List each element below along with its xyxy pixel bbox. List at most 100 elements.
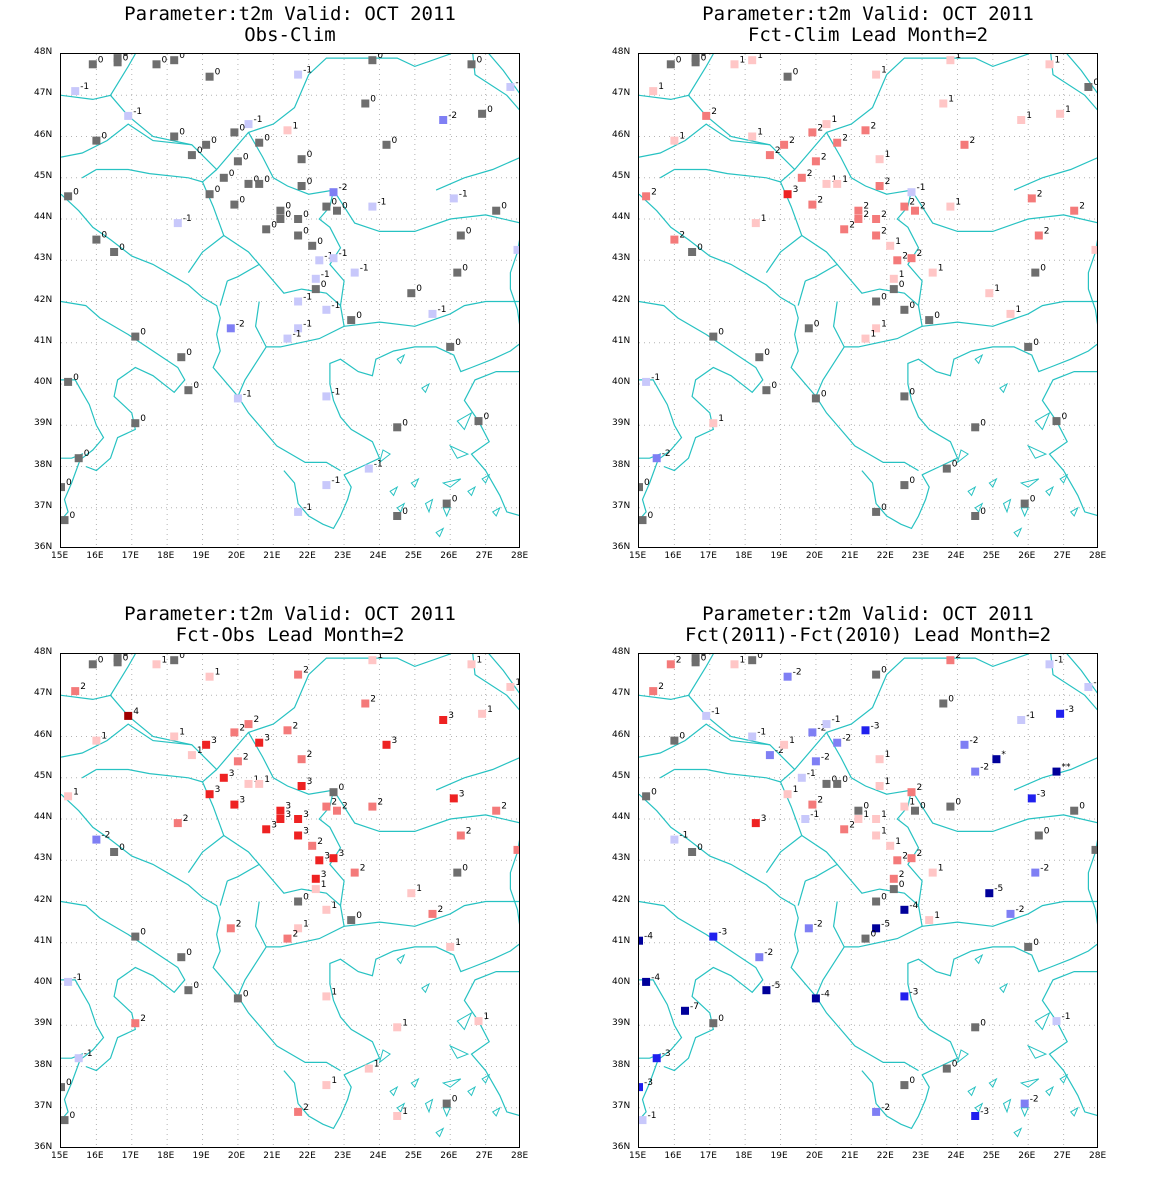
island-outline	[456, 1011, 473, 1031]
coastline-border	[832, 864, 923, 948]
station-marker	[322, 1081, 331, 1090]
station-marker	[71, 687, 80, 696]
station-value-label: 1	[264, 775, 270, 785]
y-tick-label: 43N	[34, 253, 53, 264]
station-marker	[322, 905, 331, 914]
station-marker	[322, 202, 331, 211]
x-tick-label: 24E	[369, 551, 387, 561]
station-marker	[92, 736, 101, 745]
island-outline	[396, 353, 406, 365]
station-marker	[861, 334, 870, 343]
x-tick-label: 20E	[805, 551, 824, 561]
station-marker	[276, 806, 285, 815]
station-marker	[1027, 194, 1036, 203]
station-value-label: 0	[648, 511, 654, 521]
x-tick-label: 15E	[51, 551, 69, 561]
station-value-label: -1	[917, 183, 926, 193]
y-tick-label: 37N	[612, 500, 631, 511]
station-marker	[783, 72, 792, 81]
station-value-label: 0	[871, 930, 877, 940]
station-marker	[428, 309, 437, 318]
y-tick-label: 41N	[34, 335, 53, 346]
station-marker	[439, 116, 448, 124]
y-tick-label: 43N	[34, 853, 53, 864]
station-value-label: 2	[1037, 189, 1043, 199]
station-value-label: 1	[718, 414, 724, 424]
y-tick-label: 39N	[612, 1018, 631, 1029]
station-marker	[230, 200, 239, 209]
station-value-label: 1	[293, 121, 299, 131]
x-tick-label: 17E	[121, 551, 139, 561]
station-value-label: 0	[793, 68, 799, 78]
station-marker	[822, 120, 831, 129]
station-value-label: 0	[303, 210, 309, 220]
station-value-label: 0	[980, 418, 986, 428]
station-value-label: 0	[881, 893, 887, 903]
station-marker	[755, 953, 764, 962]
station-marker	[244, 779, 253, 788]
y-tick-label: 48N	[34, 647, 53, 657]
station-value-label: 1	[487, 705, 493, 715]
station-value-label: 1	[934, 911, 940, 921]
station-value-label: 1	[881, 66, 887, 76]
station-marker	[872, 831, 881, 840]
station-value-label: 0	[370, 95, 376, 105]
coastline-border	[639, 900, 764, 1072]
x-tick-label: 18E	[157, 551, 175, 561]
station-marker	[709, 419, 718, 428]
station-marker	[928, 868, 937, 877]
station-value-label: 0	[814, 319, 820, 329]
station-value-label: -1	[679, 831, 688, 841]
station-value-label: -1	[80, 82, 89, 92]
station-marker	[322, 992, 331, 1001]
station-marker	[294, 70, 303, 79]
x-tick-label: 24E	[947, 1151, 965, 1161]
station-value-label: 1	[1065, 105, 1071, 115]
station-marker	[872, 670, 881, 679]
station-value-label: 0	[1079, 802, 1085, 812]
station-value-label: 4	[133, 707, 139, 717]
station-value-label: 0	[285, 210, 291, 220]
station-value-label: 1	[955, 54, 961, 61]
station-value-label: 2	[902, 251, 908, 261]
station-value-label: 0	[842, 775, 848, 785]
coastline-border	[815, 946, 845, 997]
station-value-label: 2	[849, 220, 855, 230]
y-tick-label: 38N	[34, 1059, 53, 1070]
coastline-border	[639, 1053, 662, 1121]
coastline-border	[832, 264, 923, 348]
station-marker	[971, 1023, 980, 1032]
station-value-label: 0	[676, 55, 682, 65]
x-tick-label: 22E	[876, 1151, 894, 1161]
station-marker	[474, 1017, 483, 1026]
island-outline	[396, 502, 406, 513]
station-value-label: -5	[881, 919, 890, 929]
island-outline	[448, 1044, 470, 1059]
station-marker	[1024, 942, 1033, 951]
island-outline	[974, 953, 984, 965]
island-outline	[378, 449, 391, 464]
station-value-label: -2	[980, 763, 989, 773]
station-value-label: 2	[360, 864, 366, 874]
island-outline	[378, 1049, 391, 1064]
coastline-border	[61, 193, 341, 472]
station-marker	[1017, 116, 1026, 124]
station-marker	[946, 802, 955, 811]
station-marker	[1091, 245, 1097, 254]
y-tick-label: 40N	[612, 977, 631, 987]
station-marker	[797, 773, 806, 782]
station-marker	[446, 942, 455, 951]
station-marker	[642, 792, 651, 801]
island-outline	[974, 1102, 984, 1113]
island-outline	[1059, 1073, 1069, 1084]
station-value-label: 3	[793, 185, 799, 195]
station-marker	[294, 831, 303, 840]
coastline-border	[435, 157, 519, 191]
map-plot-area: 0 0 0 1 1 1 0 1 1 1 0 2 1 1 2 2 2 1 2 2 1 1 1 2 2 1 3 2 2 1 1 2 2 1 2 -1 2 1 2…	[638, 53, 1098, 548]
station-marker	[639, 516, 647, 525]
station-value-label: 0	[980, 507, 986, 517]
station-value-label: -2	[842, 734, 851, 744]
station-marker	[875, 182, 884, 190]
coastline-border	[1013, 157, 1097, 191]
station-marker	[294, 670, 303, 679]
